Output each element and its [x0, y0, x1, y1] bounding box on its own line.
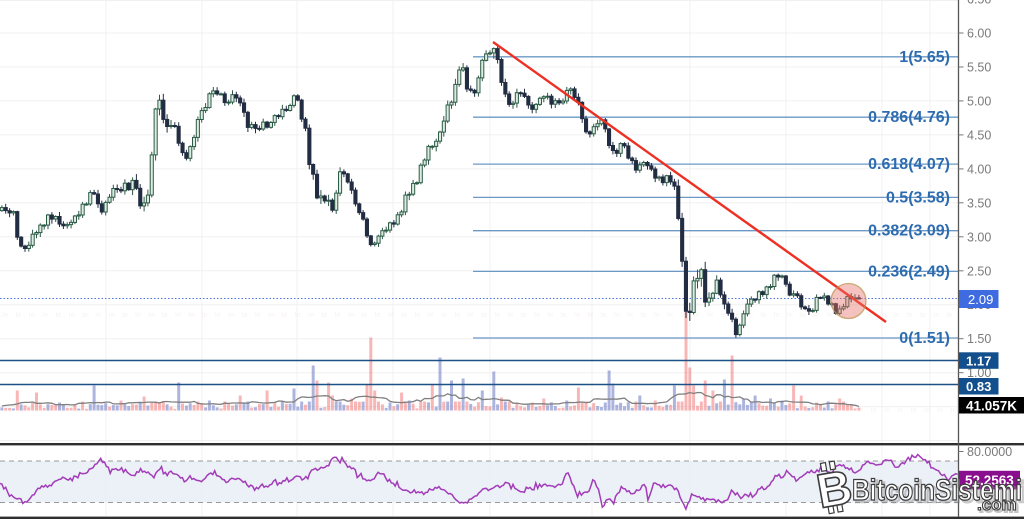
svg-text:Ie: Ie	[348, 310, 354, 319]
svg-text:6.00: 6.00	[967, 27, 991, 41]
svg-text:Ie: Ie	[910, 405, 916, 414]
svg-text:0(1.51): 0(1.51)	[899, 330, 950, 347]
svg-text:2.50: 2.50	[967, 264, 991, 278]
svg-text:Ie: Ie	[871, 405, 877, 414]
svg-text:Ie: Ie	[773, 310, 779, 319]
svg-text:80.0000: 80.0000	[967, 445, 1012, 459]
svg-text:3.00: 3.00	[967, 230, 991, 244]
svg-text:Ie: Ie	[720, 310, 726, 319]
svg-text:Ie: Ie	[175, 310, 181, 319]
svg-text:5.00: 5.00	[967, 94, 991, 108]
svg-text:Ie: Ie	[82, 310, 88, 319]
svg-text:1.50: 1.50	[967, 332, 991, 346]
svg-text:Ie: Ie	[148, 310, 154, 319]
svg-text:Ie: Ie	[388, 310, 394, 319]
svg-text:Ie: Ie	[2, 310, 8, 319]
svg-text:Ie: Ie	[521, 310, 527, 319]
svg-text:Ie: Ie	[374, 310, 380, 319]
svg-text:Ie: Ie	[933, 310, 939, 319]
svg-text:Ie: Ie	[108, 310, 114, 319]
svg-text:Ie: Ie	[601, 310, 607, 319]
svg-text:Ie: Ie	[667, 310, 673, 319]
svg-text:Ie: Ie	[228, 310, 234, 319]
svg-text:Ie: Ie	[42, 310, 48, 319]
svg-text:Ie: Ie	[281, 310, 287, 319]
svg-text:Ie: Ie	[441, 310, 447, 319]
svg-text:Ie: Ie	[361, 310, 367, 319]
svg-text:Ie: Ie	[897, 405, 903, 414]
svg-text:Ie: Ie	[547, 310, 553, 319]
svg-text:Ie: Ie	[884, 405, 890, 414]
svg-text:Ie: Ie	[241, 310, 247, 319]
svg-text:Ie: Ie	[734, 310, 740, 319]
svg-text:Ie: Ie	[428, 310, 434, 319]
svg-text:Ie: Ie	[481, 310, 487, 319]
svg-text:Ie: Ie	[906, 310, 912, 319]
svg-text:Ie: Ie	[454, 310, 460, 319]
svg-text:Ie: Ie	[414, 310, 420, 319]
svg-text:Ie: Ie	[534, 310, 540, 319]
svg-text:1.17: 1.17	[966, 354, 991, 369]
svg-text:Ie: Ie	[321, 310, 327, 319]
svg-text:4.00: 4.00	[967, 162, 991, 176]
svg-text:Ie: Ie	[507, 310, 513, 319]
svg-text:Ie: Ie	[587, 310, 593, 319]
svg-text:Ie: Ie	[494, 310, 500, 319]
svg-text:Ie: Ie	[640, 310, 646, 319]
svg-text:Ie: Ie	[188, 310, 194, 319]
svg-text:2.09: 2.09	[968, 292, 993, 307]
svg-text:Ie: Ie	[946, 310, 952, 319]
svg-text:Ie: Ie	[787, 310, 793, 319]
svg-text:Ie: Ie	[69, 310, 75, 319]
svg-text:5.50: 5.50	[967, 61, 991, 75]
svg-text:4.50: 4.50	[967, 128, 991, 142]
svg-text:Ie: Ie	[95, 310, 101, 319]
svg-text:Ie: Ie	[308, 310, 314, 319]
svg-text:0.83: 0.83	[966, 379, 991, 394]
svg-text:Ie: Ie	[468, 310, 474, 319]
svg-text:Ie: Ie	[760, 310, 766, 319]
svg-text:Ie: Ie	[574, 310, 580, 319]
svg-text:Ie: Ie	[707, 310, 713, 319]
svg-text:Ie: Ie	[401, 310, 407, 319]
svg-text:Ie: Ie	[29, 310, 35, 319]
svg-text:Ie: Ie	[920, 310, 926, 319]
svg-text:1(5.65): 1(5.65)	[899, 49, 950, 66]
svg-text:Ie: Ie	[15, 310, 21, 319]
svg-text:0.382(3.09): 0.382(3.09)	[868, 223, 950, 240]
svg-text:Ie: Ie	[654, 310, 660, 319]
svg-text:Ie: Ie	[135, 310, 141, 319]
svg-text:Ie: Ie	[335, 310, 341, 319]
svg-text:Ie: Ie	[55, 310, 61, 319]
svg-text:Ie: Ie	[627, 310, 633, 319]
svg-text:3.50: 3.50	[967, 196, 991, 210]
svg-text:0.618(4.07): 0.618(4.07)	[868, 156, 950, 173]
svg-text:Ie: Ie	[162, 310, 168, 319]
svg-text:Ie: Ie	[255, 310, 261, 319]
svg-text:Ie: Ie	[122, 310, 128, 319]
svg-text:Ie: Ie	[202, 310, 208, 319]
svg-text:Ie: Ie	[924, 405, 930, 414]
svg-text:Ie: Ie	[800, 310, 806, 319]
svg-text:Ie: Ie	[893, 310, 899, 319]
svg-text:Ie: Ie	[215, 310, 221, 319]
svg-text:Ie: Ie	[268, 310, 274, 319]
svg-text:Ie: Ie	[561, 310, 567, 319]
svg-text:Ie: Ie	[614, 310, 620, 319]
svg-text:Ie: Ie	[827, 310, 833, 319]
svg-text:Ie: Ie	[295, 310, 301, 319]
svg-text:0.786(4.76): 0.786(4.76)	[868, 109, 950, 126]
svg-text:6.50: 6.50	[967, 0, 991, 7]
svg-text:0.236(2.49): 0.236(2.49)	[868, 263, 950, 280]
svg-text:Ie: Ie	[950, 405, 956, 414]
svg-text:.com: .com	[977, 495, 1017, 514]
svg-text:41.057K: 41.057K	[966, 399, 1017, 414]
svg-text:0.5(3.58): 0.5(3.58)	[886, 189, 950, 206]
svg-text:Ie: Ie	[937, 405, 943, 414]
